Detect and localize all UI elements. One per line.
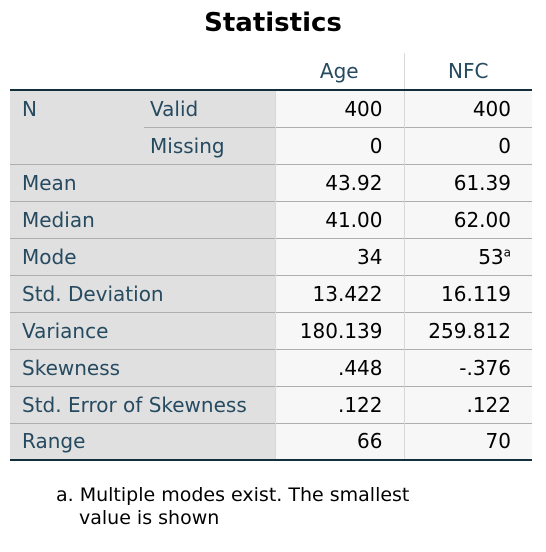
mode-nfc-value: 53 — [478, 244, 504, 269]
table-row-mode: Mode 34 53a — [10, 237, 532, 275]
footnote-line-1: a. Multiple modes exist. The smallest — [56, 484, 410, 506]
cell-valid-nfc: 400 — [404, 89, 532, 127]
cell-se-skew-age: .122 — [274, 385, 405, 423]
cell-valid-age: 400 — [274, 89, 405, 127]
table-row-std-deviation: Std. Deviation 13.422 16.119 — [10, 274, 532, 312]
footnote-marker: a — [503, 244, 511, 259]
column-header-nfc: NFC — [448, 59, 489, 83]
table-title: Statistics — [204, 8, 342, 38]
row-label-n-empty — [10, 127, 144, 164]
cell-mean-age: 43.92 — [274, 163, 405, 201]
row-label-mean: Mean — [10, 163, 275, 201]
row-label-variance: Variance — [10, 311, 275, 349]
row-label-n: N — [10, 89, 144, 127]
table-row-variance: Variance 180.139 259.812 — [10, 311, 532, 349]
cell-median-age: 41.00 — [274, 200, 405, 238]
header-corner-2 — [144, 53, 275, 90]
row-label-se-skewness: Std. Error of Skewness — [10, 385, 275, 423]
cell-range-nfc: 70 — [404, 422, 532, 461]
cell-mean-nfc: 61.39 — [404, 163, 532, 201]
row-label-std-deviation: Std. Deviation — [10, 274, 275, 312]
header-corner — [10, 53, 144, 90]
cell-median-nfc: 62.00 — [404, 200, 532, 238]
footnote-line-2: value is shown — [79, 507, 220, 529]
row-label-median: Median — [10, 200, 275, 238]
cell-range-age: 66 — [274, 422, 405, 461]
cell-variance-age: 180.139 — [274, 311, 405, 349]
statistics-table: Age NFC N Valid 400 400 Missing 0 0 Mean… — [10, 53, 532, 461]
cell-sd-age: 13.422 — [274, 274, 405, 312]
row-label-mode: Mode — [10, 237, 275, 275]
table-row-n-missing: Missing 0 0 — [10, 126, 532, 164]
table-row-se-skewness: Std. Error of Skewness .122 .122 — [10, 385, 532, 423]
cell-skewness-nfc: -.376 — [404, 348, 532, 386]
table-footnote: a. Multiple modes exist. The smallest va… — [56, 484, 409, 530]
row-sublabel-valid: Valid — [144, 89, 275, 127]
cell-mode-age: 34 — [274, 237, 405, 275]
table-row-median: Median 41.00 62.00 — [10, 200, 532, 238]
cell-mode-nfc: 53a — [404, 237, 532, 275]
table-row-range: Range 66 70 — [10, 422, 532, 461]
row-label-range: Range — [10, 422, 275, 461]
row-label-skewness: Skewness — [10, 348, 275, 386]
table-row-skewness: Skewness .448 -.376 — [10, 348, 532, 386]
table-row-mean: Mean 43.92 61.39 — [10, 163, 532, 201]
cell-se-skew-nfc: .122 — [404, 385, 532, 423]
table-row-n-valid: N Valid 400 400 — [10, 89, 532, 127]
cell-missing-age: 0 — [274, 126, 405, 164]
cell-variance-nfc: 259.812 — [404, 311, 532, 349]
column-header-age: Age — [275, 53, 405, 90]
row-sublabel-missing: Missing — [144, 126, 275, 164]
cell-skewness-age: .448 — [274, 348, 405, 386]
cell-sd-nfc: 16.119 — [404, 274, 532, 312]
header-row: Age NFC — [10, 53, 532, 90]
cell-missing-nfc: 0 — [404, 126, 532, 164]
